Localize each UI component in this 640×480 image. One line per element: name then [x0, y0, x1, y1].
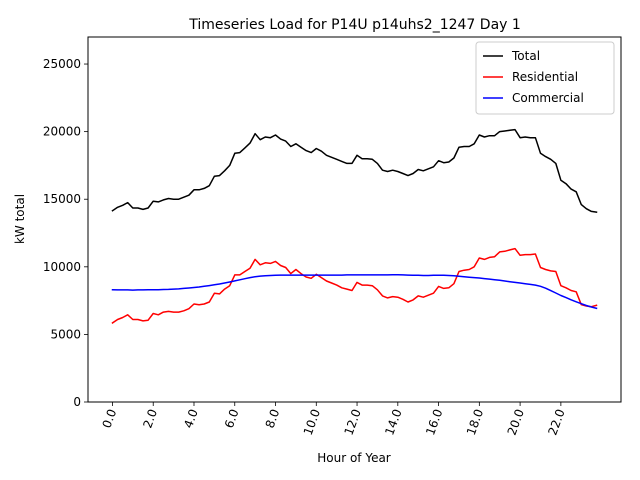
y-tick-label: 0 [73, 395, 81, 409]
legend-entries: Total Residential Commercial [483, 49, 584, 105]
legend-label-residential: Residential [512, 70, 578, 84]
y-tick-label: 10000 [43, 260, 81, 274]
x-tick-label: 6.0 [222, 407, 242, 430]
series-layer [111, 128, 598, 324]
legend: Total Residential Commercial [475, 41, 615, 115]
x-tick-label: 4.0 [181, 407, 201, 430]
series-line-commercial [111, 274, 598, 310]
series-line-total [111, 128, 598, 213]
legend-label-commercial: Commercial [512, 91, 584, 105]
x-axis: 0.0 2.0 4.0 6.0 8.0 10.0 12.0 14.0 16.0 18.0 20.0 2… [100, 402, 568, 437]
y-tick-label: 15000 [43, 192, 81, 206]
y-tick-label: 5000 [50, 327, 81, 341]
legend-box [475, 41, 615, 115]
chart-title: Timeseries Load for P14U p14uhs2_1247 Da… [188, 17, 521, 33]
legend-label-total: Total [511, 49, 540, 63]
y-tick-label: 25000 [43, 57, 81, 71]
x-tick-label: 0.0 [100, 407, 120, 430]
x-axis-label: Hour of Year [317, 451, 391, 465]
series-line-residential [111, 247, 598, 324]
axes-frame [87, 36, 622, 403]
y-tick-label: 20000 [43, 125, 81, 139]
x-tick-label: 8.0 [263, 407, 283, 430]
y-axis: 0 5000 10000 15000 20000 25000 [43, 57, 88, 409]
x-tick-label: 2.0 [140, 407, 160, 430]
y-axis-label: kW total [13, 194, 27, 244]
